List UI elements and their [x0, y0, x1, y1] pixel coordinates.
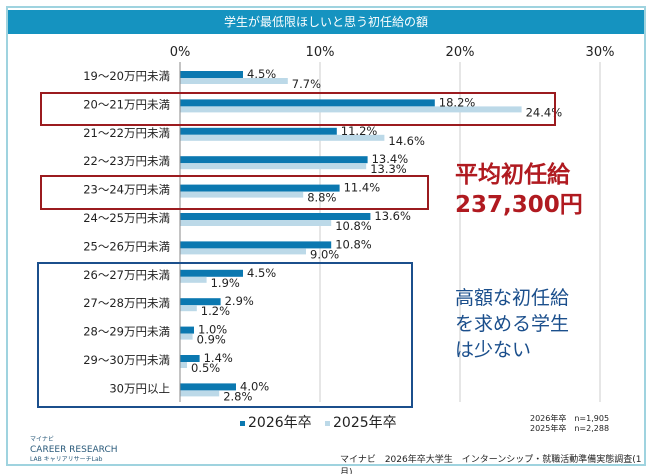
category-label: 24～25万円未満 — [83, 211, 170, 225]
data-label-2026: 1.4% — [204, 351, 233, 365]
category-label: 19～20万円未満 — [83, 69, 170, 83]
legend-label-2026: 2026年卒 — [248, 415, 312, 431]
category-label: 28～29万円未満 — [83, 325, 170, 339]
bar-2026 — [180, 326, 194, 334]
data-label-2025: 14.6% — [388, 134, 425, 148]
note-line: は少ない — [455, 339, 532, 361]
sample-sizes: 2026年卒 n=1,905 2025年卒 n=2,288 — [530, 414, 609, 434]
bar-2025 — [180, 276, 207, 283]
category-label: 26～27万円未満 — [83, 268, 170, 282]
x-tick-label: 30% — [586, 45, 615, 60]
legend: 2026年卒 2025年卒 — [240, 412, 397, 432]
category-label: 21～22万円未満 — [83, 126, 170, 140]
legend-swatch-2025 — [325, 420, 330, 426]
data-label-2025: 9.0% — [310, 247, 339, 261]
bar-2026 — [180, 71, 243, 78]
data-label-2025: 1.2% — [201, 304, 230, 318]
category-label: 25～26万円未満 — [83, 239, 170, 253]
avg-label: 平均初任給 — [455, 162, 570, 188]
bar-2025 — [180, 220, 332, 226]
bar-2025 — [180, 248, 306, 255]
note-line: を求める学生 — [455, 313, 570, 335]
note-line: 高額な初任給 — [455, 287, 570, 309]
category-label: 20～21万円未満 — [83, 97, 170, 111]
data-label-2026: 1.0% — [198, 323, 227, 337]
highlight-box-high-salary — [37, 262, 413, 408]
bar-2026 — [180, 213, 371, 220]
category-label: 30万円以上 — [109, 381, 170, 395]
bar-2026 — [180, 383, 236, 391]
bar-2025 — [180, 106, 522, 113]
chart-title: 学生が最低限ほしいと思う初任給の額 — [8, 10, 644, 34]
bar-2026 — [180, 355, 200, 362]
logo: マイナビ CAREER RESEARCH LAB キャリアリサーチLab — [10, 435, 118, 465]
bar-2026 — [180, 241, 332, 249]
source-note: マイナビ 2026年卒大学生 インターンシップ・就職活動準備実態調査(1月) — [340, 455, 642, 474]
bar-2025 — [180, 333, 193, 340]
category-label: 29～30万円未満 — [83, 353, 170, 367]
legend-label-2025: 2025年卒 — [333, 415, 397, 431]
bar-2026 — [180, 156, 368, 164]
bar-2026 — [180, 99, 435, 107]
data-label-2026: 13.6% — [374, 209, 411, 223]
data-label-2025: 0.9% — [197, 333, 226, 347]
x-tick-label: 0% — [170, 45, 191, 60]
data-label-2026: 2.9% — [225, 294, 254, 308]
average-salary-annotation: 平均初任給 237,300円 — [455, 160, 583, 220]
data-label-2025: 1.9% — [211, 276, 240, 290]
data-label-2025: 8.8% — [307, 191, 336, 205]
bar-2025 — [180, 163, 367, 170]
data-label-2026: 4.0% — [240, 379, 269, 393]
data-label-2026: 10.8% — [335, 237, 372, 251]
bar-2025 — [180, 78, 288, 84]
data-label-2026: 11.2% — [341, 124, 378, 138]
x-tick-label: 10% — [306, 45, 335, 60]
bar-2026 — [180, 298, 221, 306]
bar-2026 — [180, 184, 340, 192]
bar-2025 — [180, 305, 197, 312]
bar-2025 — [180, 390, 220, 397]
data-label-2026: 13.4% — [372, 152, 409, 166]
category-label: 23～24万円未満 — [83, 183, 170, 197]
data-label-2025: 0.5% — [191, 361, 220, 375]
frame — [6, 6, 646, 466]
legend-swatch-2026 — [240, 420, 245, 426]
highlight-box-20-21 — [40, 92, 556, 126]
logo-top: マイナビ — [30, 436, 54, 443]
category-label: 27～28万円未満 — [83, 296, 170, 310]
bar-2026 — [180, 127, 337, 135]
data-label-2026: 4.5% — [247, 67, 276, 81]
data-label-2025: 2.8% — [223, 389, 252, 403]
sample-size-2025: 2025年卒 n=2,288 — [530, 424, 610, 433]
data-label-2026: 18.2% — [439, 95, 476, 109]
data-label-2026: 4.5% — [247, 266, 276, 280]
bar-2025 — [180, 191, 304, 198]
data-label-2025: 7.7% — [292, 77, 321, 91]
logo-name: CAREER RESEARCH — [30, 445, 118, 455]
highlight-box-23-24 — [40, 175, 429, 210]
sample-size-2026: 2026年卒 n=1,905 — [530, 414, 610, 423]
data-label-2025: 10.8% — [335, 219, 372, 233]
x-tick-label: 20% — [446, 45, 475, 60]
data-label-2026: 11.4% — [344, 181, 381, 195]
category-label: 22～23万円未満 — [83, 154, 170, 168]
data-label-2025: 13.3% — [370, 162, 407, 176]
note-annotation: 高額な初任給 を求める学生 は少ない — [455, 285, 569, 363]
bar-2025 — [180, 134, 385, 141]
logo-sub: LAB キャリアリサーチLab — [30, 456, 103, 463]
avg-value: 237,300円 — [455, 192, 583, 218]
bar-2025 — [180, 362, 187, 368]
data-label-2025: 24.4% — [526, 105, 563, 119]
bar-2026 — [180, 269, 243, 277]
